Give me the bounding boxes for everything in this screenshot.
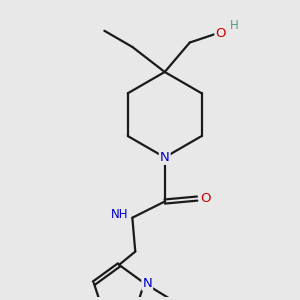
Text: NH: NH (110, 208, 128, 221)
Text: O: O (200, 192, 211, 205)
Text: O: O (215, 27, 226, 40)
Text: N: N (160, 151, 169, 164)
Text: N: N (142, 277, 152, 290)
Text: H: H (230, 19, 239, 32)
